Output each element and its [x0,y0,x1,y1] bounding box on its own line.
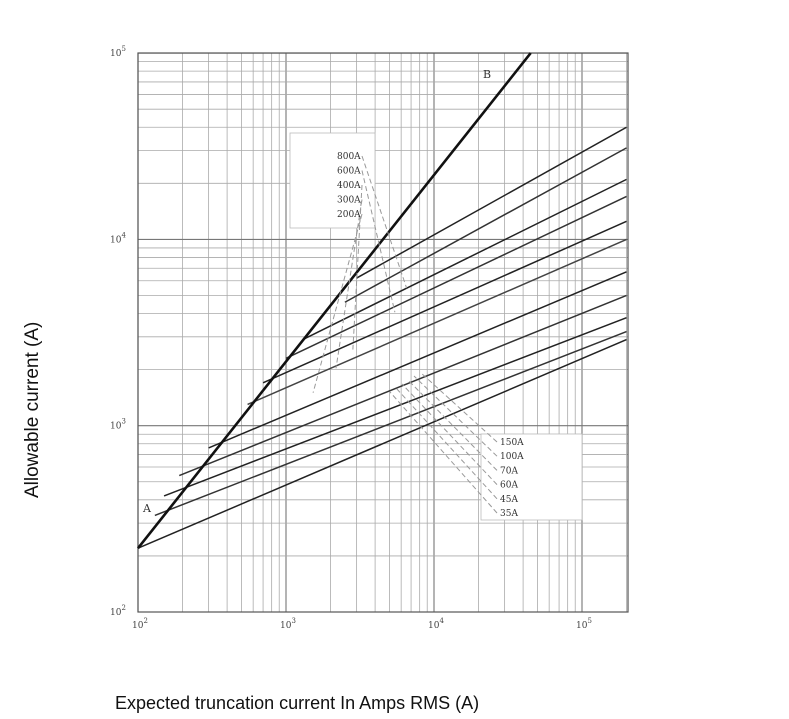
ab-label-b: B [483,68,491,81]
ab-line [136,52,532,550]
legend-lower-label: 70A [500,466,518,476]
legend-lower-label: 60A [500,481,518,491]
legend-lower-box [480,433,583,521]
y-axis-label: Allowable current (A) [22,321,43,498]
y-tick-label: 104 [110,231,126,245]
legend-lower-label: 35A [500,509,518,519]
series-line-45a [154,330,627,517]
legend-upper-leader [361,155,408,289]
legend-upper-leader [361,170,396,313]
series-line-60a [163,316,627,497]
y-tick-label: 102 [110,604,126,618]
tick-labels: 102 103 104 105 102 103 104 105 [110,45,592,631]
x-tick-label: 105 [576,617,592,631]
legend-lower-leader [407,379,498,471]
legend-lower: 150A 100A 70A 60A 45A 35A [389,371,583,521]
series-line-300a [285,195,627,359]
legend-upper-label: 600A [337,167,361,177]
y-tick-label: 105 [110,45,126,59]
series-line-400a [302,178,627,341]
legend-upper-leader [335,199,363,369]
legend-upper: 800A 600A 400A 300A 200A [289,132,408,393]
legend-upper-label: 800A [337,152,361,162]
legend-lower-leader [389,391,498,514]
y-tick-label: 103 [110,418,126,432]
series-line-100a [208,271,627,449]
x-tick-label: 102 [132,617,148,631]
series-line-800a [356,126,627,279]
legend-lower-label: 150A [500,438,524,448]
legend-upper-box [289,132,376,229]
y-axis-label-wrap: Allowable current (A) [22,322,44,498]
series-line-200a [262,220,627,384]
series-line-150a [247,238,627,406]
legend-lower-leader [419,371,498,443]
x-tick-label: 104 [428,617,444,631]
plot-frame [137,52,629,613]
legend-lower-label: 45A [500,495,518,505]
grid [137,52,629,613]
legend-upper-label: 400A [337,181,361,191]
series-line-35a [137,338,627,549]
legend-lower-leader [395,387,498,500]
legend-lower-leader [401,383,498,485]
ab-label-a: A [142,502,152,515]
legend-upper-label: 200A [337,210,361,220]
legend-lower-leader [413,375,498,457]
legend-upper-leader [312,213,363,393]
x-tick-label: 103 [280,617,296,631]
legend-upper-leader [352,184,363,350]
series-line-600a [344,147,627,303]
legend-lower-label: 100A [500,452,524,462]
legend-upper-label: 300A [337,196,361,206]
ab-line-group: AB [136,52,532,550]
x-axis-label: Expected truncation current In Amps RMS … [115,693,480,713]
